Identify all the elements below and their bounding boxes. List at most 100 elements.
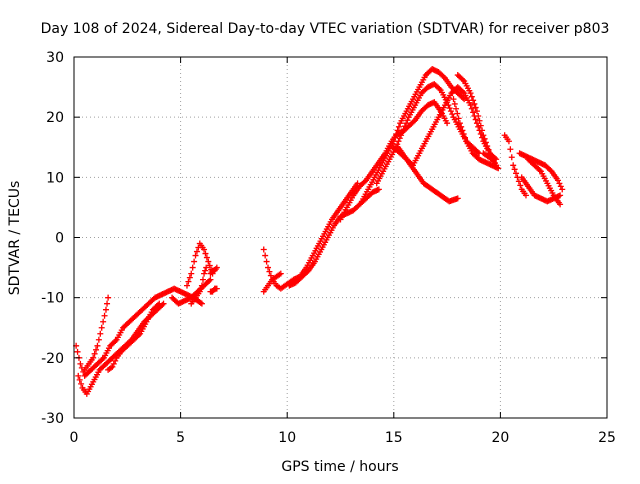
- data-point: [454, 195, 461, 202]
- chart-title: Day 108 of 2024, Sidereal Day-to-day VTE…: [41, 21, 610, 37]
- series-arc-x: [525, 156, 564, 208]
- data-point: [456, 120, 463, 127]
- series-arc-h: [207, 264, 220, 277]
- series-arc-i: [207, 285, 220, 295]
- data-point-dense: [267, 272, 274, 279]
- data-point: [480, 132, 487, 139]
- data-point-dense: [458, 123, 465, 130]
- data-point-dense: [454, 110, 461, 117]
- data-point-dense: [470, 97, 477, 104]
- grid-layer: [74, 57, 607, 418]
- data-point-dense: [482, 139, 489, 146]
- data-point: [198, 300, 205, 307]
- data-point: [510, 162, 517, 169]
- data-point-dense: [453, 105, 460, 112]
- series-arc-n: [358, 66, 468, 205]
- data-point-dense: [101, 312, 108, 319]
- series-arc-t: [480, 150, 500, 169]
- data-point: [495, 165, 502, 172]
- data-point: [375, 186, 382, 193]
- data-point: [260, 246, 267, 253]
- x-axis-label: GPS time / hours: [281, 459, 398, 475]
- data-point: [196, 288, 203, 295]
- data-point-dense: [99, 356, 106, 363]
- points-layer: [73, 66, 566, 397]
- data-point-dense: [459, 127, 466, 134]
- data-point-dense: [76, 376, 83, 383]
- data-point: [557, 192, 564, 199]
- data-point: [505, 138, 512, 145]
- x-tick-label: 0: [70, 430, 79, 446]
- data-point: [75, 372, 82, 379]
- data-point-dense: [95, 336, 102, 343]
- data-point-dense: [485, 146, 492, 153]
- data-point-dense: [468, 105, 475, 112]
- data-point-dense: [199, 276, 206, 283]
- data-point: [213, 264, 220, 271]
- data-point-dense: [484, 143, 491, 150]
- data-point-dense: [462, 134, 469, 141]
- data-point-dense: [185, 278, 192, 285]
- data-point-dense: [74, 348, 81, 355]
- data-point: [554, 177, 561, 184]
- data-point-dense: [547, 167, 554, 174]
- data-point-dense: [436, 85, 443, 92]
- data-point-dense: [97, 330, 104, 337]
- data-point-dense: [401, 123, 408, 130]
- data-point-dense: [263, 258, 270, 265]
- data-point: [109, 363, 116, 370]
- data-point: [399, 129, 406, 136]
- y-tick-label: 30: [46, 50, 64, 66]
- data-point: [205, 258, 212, 265]
- data-point: [201, 246, 208, 253]
- data-point-dense: [155, 301, 162, 308]
- data-point-dense: [508, 154, 515, 161]
- data-point-dense: [459, 76, 466, 83]
- data-point: [559, 186, 566, 193]
- data-point-dense: [393, 131, 400, 138]
- data-point-dense: [517, 182, 524, 189]
- data-point-dense: [262, 252, 269, 259]
- data-point: [192, 252, 199, 259]
- data-point-dense: [203, 254, 210, 261]
- data-point: [444, 120, 451, 127]
- data-point-dense: [477, 122, 484, 129]
- series-arc-v: [516, 150, 566, 193]
- data-point: [98, 324, 105, 331]
- data-point-dense: [404, 117, 411, 124]
- data-point-dense: [507, 146, 514, 153]
- data-point-dense: [472, 116, 479, 123]
- data-point-dense: [511, 166, 518, 173]
- data-point-dense: [186, 274, 193, 281]
- data-point: [183, 282, 190, 289]
- data-point-dense: [455, 115, 462, 122]
- data-point-dense: [515, 178, 522, 185]
- data-point: [90, 354, 97, 361]
- data-point-dense: [449, 111, 456, 118]
- x-tick-label: 5: [176, 430, 185, 446]
- data-point: [450, 96, 457, 103]
- data-point-dense: [536, 167, 543, 174]
- series-arc-u: [501, 132, 529, 199]
- x-tick-label: 25: [598, 430, 616, 446]
- y-tick-label: -10: [41, 291, 64, 307]
- ticks-layer: 0 5 10 15 20 25 -30 -20 -10 0 10 20 30: [41, 50, 616, 446]
- data-point-dense: [206, 277, 213, 284]
- data-point: [77, 360, 84, 367]
- data-point-dense: [396, 135, 403, 142]
- series-arc-a: [73, 285, 205, 379]
- data-point: [198, 282, 205, 289]
- data-point-dense: [557, 183, 564, 190]
- y-tick-label: 20: [46, 110, 64, 126]
- data-point-dense: [91, 350, 98, 357]
- data-point: [213, 285, 220, 292]
- data-point-dense: [197, 299, 204, 306]
- y-axis-label: SDTVAR / TECUs: [7, 181, 23, 296]
- data-point-dense: [100, 318, 107, 325]
- data-point-dense: [398, 132, 405, 139]
- x-tick-label: 15: [385, 430, 403, 446]
- data-point: [557, 201, 564, 208]
- data-point: [493, 162, 500, 169]
- data-point: [201, 270, 208, 277]
